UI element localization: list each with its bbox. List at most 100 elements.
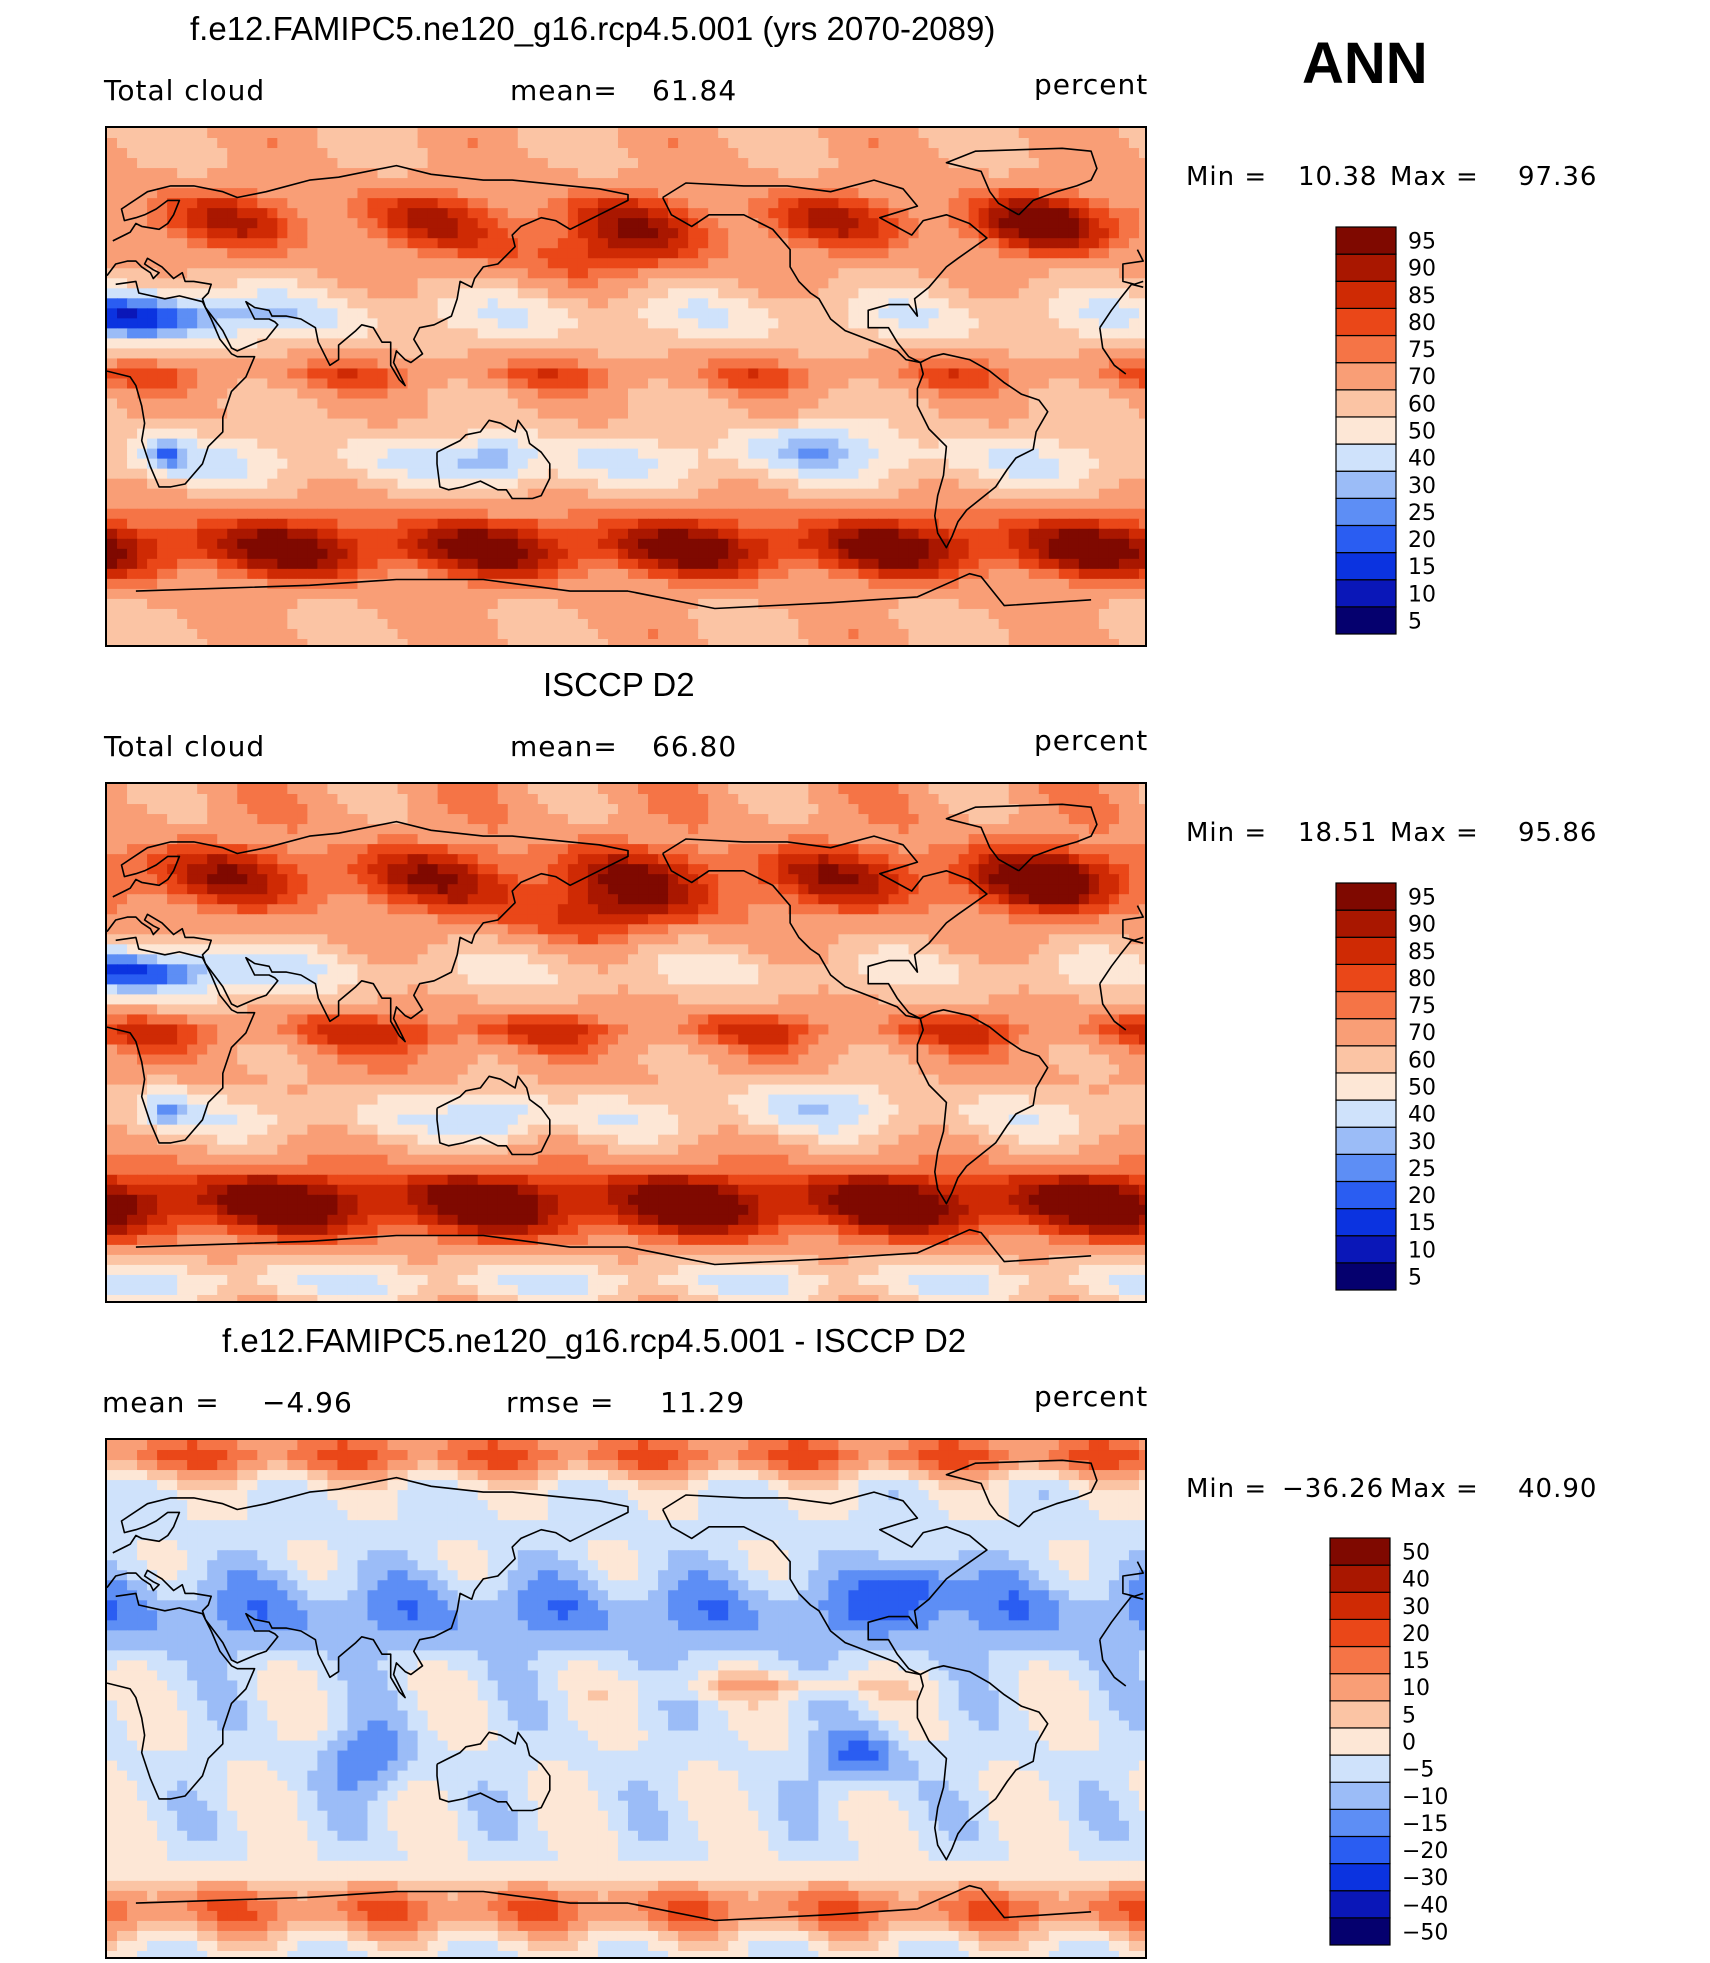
- colorbar-box: [1329, 1754, 1391, 1783]
- colorbar-box: [1329, 1673, 1391, 1702]
- colorbar-box: [1329, 1591, 1391, 1620]
- colorbar-box: [1335, 362, 1397, 391]
- colorbar-box: [1335, 936, 1397, 965]
- colorbar-tick-label: 30: [1408, 474, 1436, 499]
- panel-1-colorbar: 5 10 15 20 25 30 40 50 60 70 75 80 85 90 95: [1335, 226, 1476, 638]
- panel-3-mean-label: mean =: [102, 1386, 220, 1419]
- coastline: [135, 1228, 1092, 1266]
- colorbar-tick-label: 40: [1408, 447, 1436, 472]
- panel-2-min-value: 18.51: [1298, 818, 1378, 848]
- coastline: [107, 936, 1144, 1144]
- colorbar-tick-label: 40: [1408, 1103, 1436, 1128]
- colorbar-tick-label: 10: [1408, 582, 1436, 607]
- coastline: [916, 353, 1049, 549]
- panel-1-title: f.e12.FAMIPC5.ne120_g16.rcp4.5.001 (yrs …: [190, 10, 996, 47]
- colorbar-box: [1335, 1072, 1397, 1101]
- panel-1-min-value: 10.38: [1298, 162, 1378, 192]
- coastline: [945, 803, 1098, 872]
- colorbar-tick-label: 5: [1408, 1265, 1422, 1290]
- colorbar-tick-label: 95: [1408, 886, 1436, 911]
- panel-1-units: percent: [1034, 68, 1149, 101]
- colorbar-box: [1329, 1835, 1391, 1865]
- colorbar-tick-label: 50: [1402, 1541, 1430, 1566]
- panel-2-map: [105, 782, 1147, 1303]
- coastline: [107, 164, 1144, 387]
- coastline: [945, 1459, 1098, 1528]
- panel-1-mean-value: 61.84: [652, 74, 738, 107]
- panel-2-min-label: Min =: [1186, 818, 1268, 848]
- colorbar-box: [1335, 909, 1397, 938]
- colorbar-tick-label: −30: [1402, 1866, 1448, 1891]
- colorbar-tick-label: 0: [1402, 1731, 1416, 1756]
- panel-1-max-value: 97.36: [1518, 162, 1598, 192]
- colorbar-box: [1335, 280, 1397, 309]
- colorbar-box: [1335, 443, 1397, 472]
- colorbar-tick-label: 70: [1408, 1021, 1436, 1046]
- colorbar-tick-label: 85: [1408, 284, 1436, 309]
- colorbar-tick-label: 15: [1408, 1211, 1436, 1236]
- panel-3-map: [105, 1438, 1147, 1959]
- coastline: [135, 1884, 1092, 1922]
- colorbar-tick-label: 50: [1408, 420, 1436, 445]
- colorbar-box: [1329, 1781, 1391, 1810]
- colorbar-tick-label: 20: [1408, 1184, 1436, 1209]
- colorbar-tick-label: 80: [1408, 967, 1436, 992]
- colorbar-box: [1335, 253, 1397, 282]
- coastline: [107, 1476, 1144, 1699]
- colorbar-tick-label: 90: [1408, 257, 1436, 282]
- colorbar-tick-label: −5: [1402, 1758, 1434, 1783]
- coastline: [436, 419, 551, 500]
- colorbar-tick-label: 50: [1408, 1076, 1436, 1101]
- colorbar-box: [1329, 1564, 1391, 1593]
- season-label: ANN: [1302, 31, 1428, 96]
- panel-1-max-label: Max =: [1390, 162, 1479, 192]
- colorbar-tick-label: 10: [1402, 1676, 1430, 1701]
- panel-2-variable: Total cloud: [104, 730, 266, 763]
- colorbar-tick-label: −50: [1402, 1920, 1448, 1945]
- colorbar-box: [1335, 1153, 1397, 1183]
- coastline: [661, 179, 988, 364]
- colorbar-box: [1329, 1727, 1391, 1756]
- coastline: [945, 147, 1098, 216]
- colorbar-tick-label: 30: [1402, 1595, 1430, 1620]
- colorbar-tick-label: 20: [1408, 528, 1436, 553]
- colorbar-box: [1335, 1099, 1397, 1128]
- colorbar-box: [1335, 1262, 1397, 1291]
- colorbar-box: [1335, 1045, 1397, 1074]
- colorbar-tick-label: 75: [1408, 994, 1436, 1019]
- panel-3-units: percent: [1034, 1380, 1149, 1413]
- colorbar-box: [1335, 552, 1397, 581]
- colorbar-box: [1329, 1645, 1391, 1675]
- coastline: [661, 1491, 988, 1676]
- panel-1-min-label: Min =: [1186, 162, 1268, 192]
- colorbar-tick-label: 5: [1408, 609, 1422, 634]
- colorbar-tick-label: 10: [1408, 1238, 1436, 1263]
- colorbar-box: [1329, 1700, 1391, 1729]
- colorbar-box: [1335, 307, 1397, 337]
- colorbar-box: [1335, 1126, 1397, 1155]
- panel-2-mean-label: mean=: [510, 730, 618, 763]
- panel-2-max-value: 95.86: [1518, 818, 1598, 848]
- colorbar-tick-label: −15: [1402, 1812, 1448, 1837]
- coastline: [661, 835, 988, 1020]
- coastline: [916, 1009, 1049, 1205]
- coastline: [135, 572, 1092, 610]
- panel-1-map: [105, 126, 1147, 647]
- panel-3-rmse-label: rmse =: [506, 1386, 615, 1419]
- colorbar-tick-label: −20: [1402, 1839, 1448, 1864]
- colorbar-box: [1329, 1808, 1391, 1838]
- panel-2-colorbar: 5 10 15 20 25 30 40 50 60 70 75 80 85 90 95: [1335, 882, 1476, 1294]
- colorbar-tick-label: 60: [1408, 392, 1436, 417]
- colorbar-tick-label: 60: [1408, 1048, 1436, 1073]
- colorbar-box: [1335, 1235, 1397, 1264]
- colorbar-box: [1329, 1537, 1391, 1566]
- colorbar-tick-label: 40: [1402, 1568, 1430, 1593]
- panel-1-variable: Total cloud: [104, 74, 266, 107]
- colorbar-tick-label: 85: [1408, 940, 1436, 965]
- panel-3-max-value: 40.90: [1518, 1474, 1598, 1504]
- coastline: [107, 1592, 1144, 1800]
- panel-2-units: percent: [1034, 724, 1149, 757]
- colorbar-tick-label: 90: [1408, 913, 1436, 938]
- panel-3-rmse-value: 11.29: [660, 1386, 746, 1419]
- colorbar-box: [1335, 470, 1397, 499]
